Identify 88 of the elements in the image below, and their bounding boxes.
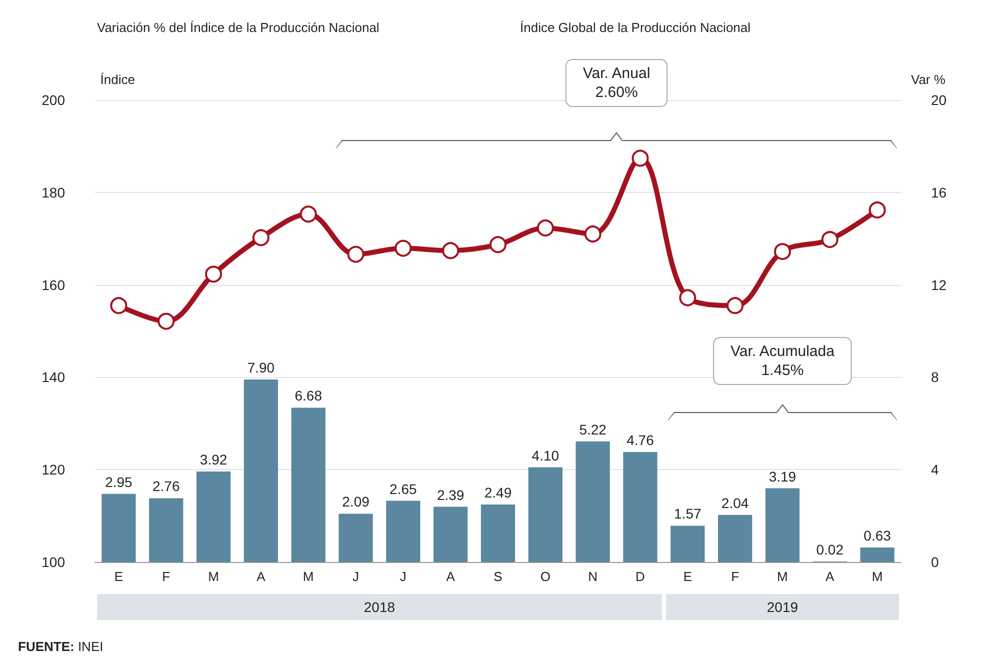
data-label: 2.65 <box>390 480 418 497</box>
point <box>774 243 791 260</box>
data-label: 2.09 <box>342 494 370 510</box>
x-tick-label: A <box>256 569 266 584</box>
x-tick-label: M <box>208 569 219 584</box>
x-tick-label: F <box>731 569 740 584</box>
point <box>821 231 838 248</box>
y2-tick-label: 16 <box>931 184 947 200</box>
bar <box>623 452 658 562</box>
chart-title: Variación % del Índice de la Producción Nacional <box>97 20 380 35</box>
bar <box>291 408 326 562</box>
data-label: 6.68 <box>294 388 322 404</box>
data-label: 4.76 <box>626 432 654 448</box>
point <box>394 240 412 257</box>
bar <box>670 526 705 562</box>
data-label: 2.39 <box>436 486 464 503</box>
y-axis-title: Índice <box>100 72 135 87</box>
x-tick-label: A <box>826 569 835 584</box>
data-label: 3.92 <box>200 451 228 468</box>
data-label: 2.95 <box>105 474 133 490</box>
bar <box>434 506 468 562</box>
y-tick-label: 160 <box>42 276 66 293</box>
y2-tick-label: 0 <box>931 554 939 570</box>
x-tick-label: S <box>494 569 503 584</box>
bar <box>338 514 373 562</box>
y-tick-label: 180 <box>42 184 66 200</box>
y-tick-label: 100 <box>42 554 66 570</box>
point <box>347 246 364 263</box>
bar <box>149 498 184 562</box>
data-label: 3.19 <box>768 468 796 484</box>
point <box>252 229 270 246</box>
point <box>158 312 175 330</box>
y-tick-label: 120 <box>42 462 66 478</box>
data-label: 5.22 <box>579 421 607 438</box>
bar <box>102 494 136 562</box>
point <box>584 225 602 242</box>
x-tick-label: F <box>162 569 170 584</box>
bar <box>576 441 610 562</box>
x-tick-label: N <box>588 569 598 584</box>
bar <box>528 467 562 562</box>
chart-subtitle: Índice Global de la Producción Nacional <box>520 20 751 35</box>
x-tick-label: E <box>114 569 124 584</box>
data-label: 2.76 <box>152 478 180 494</box>
point <box>300 206 317 223</box>
point <box>679 289 696 306</box>
y-tick-label: 140 <box>42 369 66 386</box>
source-note: FUENTE: INEI <box>18 639 104 654</box>
point <box>536 219 554 236</box>
annotation: Var. Anual 2.60% <box>582 65 650 101</box>
data-label: 2.49 <box>484 484 512 500</box>
y-tick-label: 200 <box>42 92 66 108</box>
point <box>442 242 460 260</box>
bar <box>196 471 231 562</box>
point <box>490 236 506 254</box>
point <box>205 266 222 283</box>
x-tick-label: J <box>400 569 406 584</box>
x-tick-label: A <box>446 569 456 584</box>
text: 2019 <box>766 599 798 615</box>
bar <box>860 547 894 562</box>
annotation: Var. Acumulada 1.45% <box>730 343 836 379</box>
point <box>632 150 649 167</box>
y2-tick-label: 20 <box>931 92 947 108</box>
bar <box>765 488 800 562</box>
data-label: 4.10 <box>532 447 560 464</box>
data-label: 7.90 <box>247 360 275 376</box>
y2-axis-title: Var % <box>911 72 946 87</box>
x-tick-label: M <box>777 569 788 584</box>
x-tick-label: J <box>352 569 360 584</box>
x-tick-label: D <box>636 569 645 584</box>
y2-tick-label: 12 <box>931 276 947 293</box>
bar <box>718 514 752 562</box>
point <box>726 297 744 314</box>
y2-tick-label: 8 <box>931 369 939 386</box>
data-label: 0.63 <box>864 527 892 544</box>
x-tick-label: O <box>540 569 550 584</box>
data-label: 1.57 <box>674 506 702 522</box>
x-tick-label: M <box>872 569 883 584</box>
point <box>868 201 886 218</box>
bar <box>386 500 420 562</box>
data-label: 2.04 <box>721 494 749 511</box>
x-tick-label: M <box>302 569 314 584</box>
bar <box>244 380 278 562</box>
y2-tick-label: 4 <box>931 462 939 478</box>
x-tick-label: E <box>683 569 692 584</box>
text: 2018 <box>364 599 396 615</box>
bar <box>480 504 516 562</box>
point <box>110 297 128 314</box>
data-label: 0.02 <box>816 542 844 558</box>
